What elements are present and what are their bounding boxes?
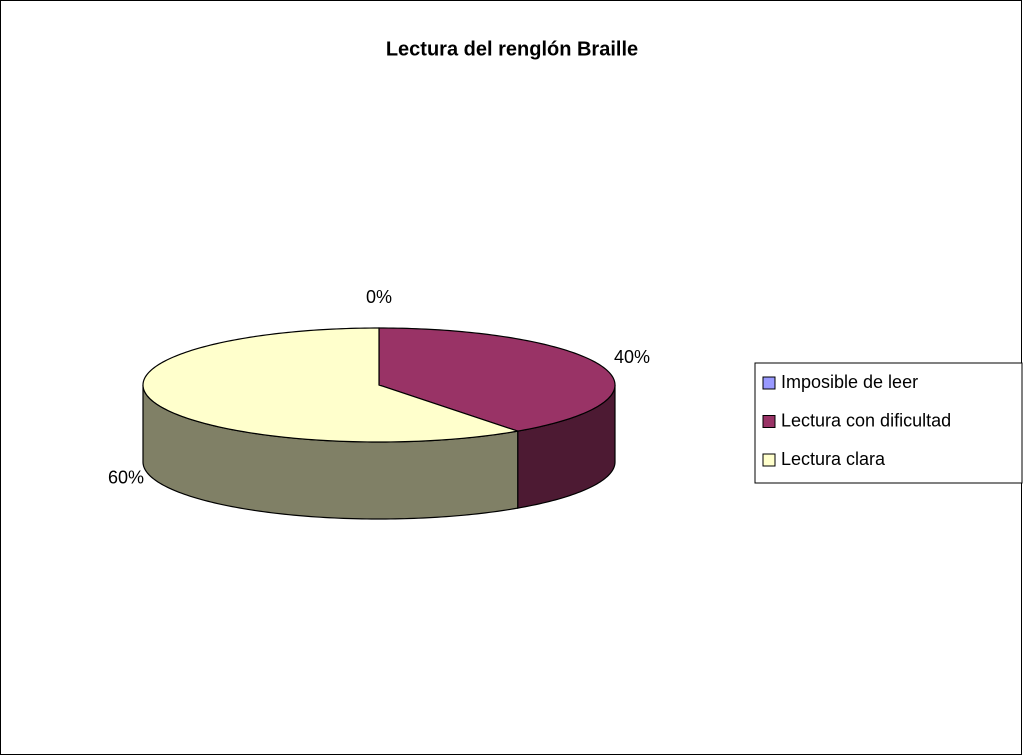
legend-swatch [762,453,776,467]
data-label: 0% [366,287,392,307]
legend-label: Lectura con dificultad [781,410,951,430]
legend-swatch [762,415,776,428]
data-label: 60% [108,468,144,488]
data-label: 40% [614,347,650,367]
legend-label: Lectura clara [781,449,886,469]
pie-slice [378,327,616,432]
legend-box [754,362,1023,484]
pie-slice [142,327,518,443]
legend-swatch [762,376,776,390]
legend-label: Imposible de leer [781,372,918,392]
chart-title: Lectura del renglón Braille [386,38,638,60]
